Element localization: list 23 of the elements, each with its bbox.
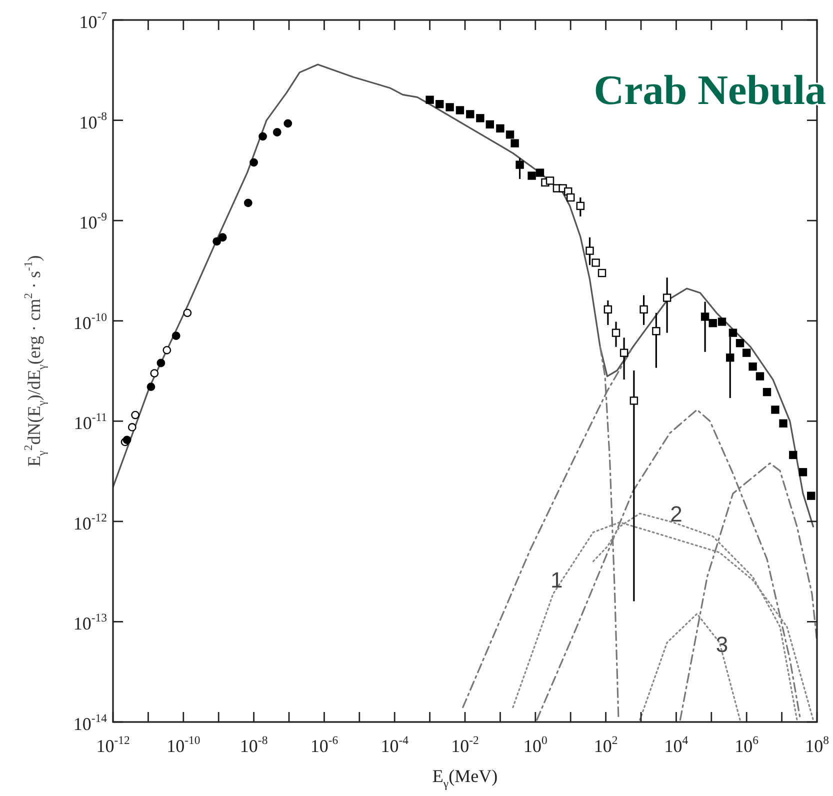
- x-tick-label: 10$^{6}$: [734, 734, 759, 756]
- y-tick-label: 10$^{-10}$: [73, 310, 108, 333]
- annotation: 2: [670, 501, 682, 526]
- annotation: 3: [716, 632, 728, 657]
- x-tick-label: 10$^{2}$: [594, 734, 618, 756]
- annotation: 1: [550, 567, 563, 592]
- x-tick-label: 10$^{-10}$: [166, 734, 200, 756]
- y-tick-label: 10$^{-8}$: [79, 110, 108, 132]
- y-tick-label: 10$^{-11}$: [74, 411, 108, 434]
- y-tick-label: 10$^{-7}$: [79, 10, 108, 32]
- x-tick-label: 10$^{0}$: [523, 734, 548, 756]
- x-axis-title: E$_{γ}$(MeV): [432, 766, 498, 790]
- x-tick-label: 10$^{-4}$: [380, 734, 409, 756]
- y-tick-label: 10$^{-9}$: [79, 210, 108, 233]
- x-tick-label: 10$^{8}$: [805, 734, 830, 756]
- x-tick-label: 10$^{4}$: [664, 734, 688, 756]
- x-tick-label: 10$^{-12}$: [96, 734, 130, 756]
- x-tick-label: 10$^{-6}$: [310, 734, 338, 756]
- y-tick-label: 10$^{-14}$: [73, 712, 108, 734]
- y-tick-label: 10$^{-13}$: [73, 612, 108, 634]
- y-tick-label: 10$^{-12}$: [73, 511, 108, 534]
- x-tick-label: 10$^{-8}$: [240, 734, 268, 756]
- x-tick-label: 10$^{-2}$: [451, 734, 480, 756]
